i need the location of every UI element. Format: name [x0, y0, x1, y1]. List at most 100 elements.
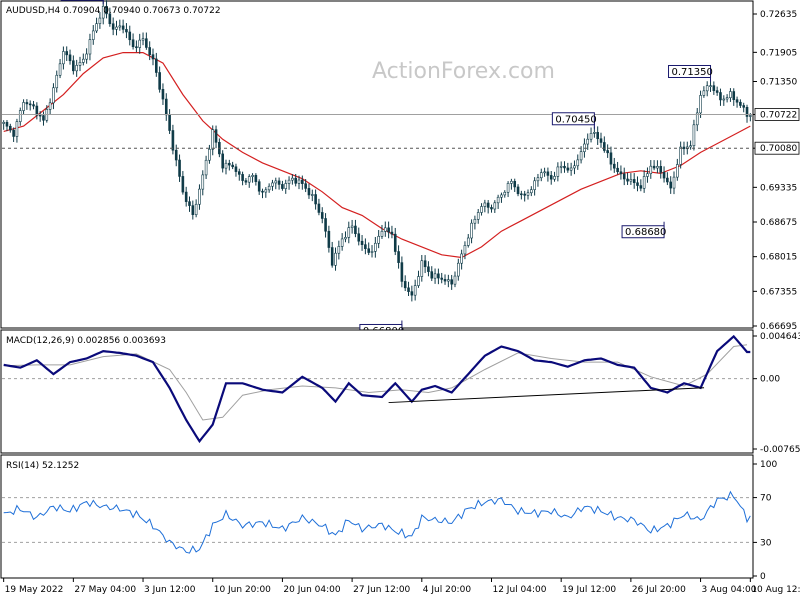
candle-body: [400, 262, 404, 282]
candle-body: [433, 273, 437, 279]
candle-body: [354, 225, 357, 235]
candle-body: [364, 244, 367, 250]
candle-body: [739, 101, 742, 106]
candle-body: [646, 173, 649, 177]
candle-body: [168, 114, 171, 131]
candle-body: [712, 85, 716, 91]
candle-body: [237, 171, 241, 175]
candle-body: [317, 203, 321, 213]
candle-body: [486, 202, 490, 208]
candle-body: [749, 115, 752, 117]
candle-body: [420, 260, 424, 277]
candle-body: [128, 31, 132, 41]
candle-body: [72, 60, 75, 72]
candle-body: [2, 122, 5, 124]
candle-body: [28, 103, 32, 106]
rsi-pane-title: RSI(14) 52.1252: [6, 461, 79, 471]
dashed-level-label-box: [754, 141, 800, 155]
candle-body: [380, 230, 384, 237]
macd-trendline: [388, 387, 705, 404]
candle-body: [241, 174, 244, 181]
candle-body: [709, 85, 712, 87]
candle-body: [460, 253, 463, 264]
candle-body: [221, 153, 224, 169]
candle-body: [251, 175, 254, 177]
x-tick-label: 19 Jul 12:00: [562, 585, 616, 595]
candle-body: [18, 110, 22, 122]
candle-body: [108, 13, 112, 25]
candle-body: [463, 245, 467, 255]
candle-body: [131, 39, 135, 48]
candle-body: [516, 186, 520, 195]
candle-body: [702, 90, 706, 96]
candle-body: [483, 202, 487, 207]
candle-body: [725, 97, 729, 100]
candle-body: [171, 130, 175, 151]
candle-body: [526, 192, 530, 196]
candle-body: [274, 180, 278, 184]
candle-body: [98, 17, 102, 24]
macd-path: [3, 334, 751, 444]
current-price-label-box: [754, 108, 800, 121]
candle-body: [523, 193, 526, 196]
price-y-tick-label: 0.68675: [760, 218, 797, 228]
candle-body: [357, 233, 361, 242]
candle-body: [82, 58, 85, 63]
candle-body: [118, 25, 122, 28]
candle-body: [715, 90, 719, 93]
candle-body: [576, 159, 580, 167]
candle-body: [58, 63, 62, 76]
candle-body: [42, 115, 45, 121]
candle-body: [370, 251, 374, 253]
candle-body: [52, 87, 55, 104]
rsi-y-tick-label: 70: [760, 494, 772, 504]
candle-body: [729, 91, 732, 99]
candle-body: [503, 191, 507, 196]
candle-body: [327, 230, 331, 248]
candle-body: [211, 129, 215, 150]
candle-body: [65, 51, 69, 56]
x-tick-label: 3 Aug 04:00: [702, 585, 757, 595]
candle-body: [8, 125, 12, 131]
candle-body: [310, 194, 314, 196]
annotation-label: 0.68680: [625, 227, 666, 238]
candle-body: [417, 276, 420, 286]
rsi-y-axis: 100 70 30 0: [753, 460, 777, 582]
candle-body: [105, 5, 108, 15]
candle-body: [470, 222, 473, 239]
candle-body: [194, 203, 198, 215]
macd-line: [3, 334, 751, 444]
x-tick-label: 10 Jun 20:00: [214, 585, 271, 595]
candle-body: [546, 171, 550, 176]
candle-body: [476, 212, 480, 220]
candle-body: [443, 279, 447, 282]
macd-pane: MACD(12,26,9) 0.002856 0.003693: [0, 329, 754, 454]
macd-y-tick-label: 0.00: [760, 375, 780, 385]
candle-body: [639, 185, 643, 189]
candle-body: [652, 165, 656, 169]
candle-body: [695, 112, 699, 126]
candle-body: [68, 54, 72, 62]
candle-body: [622, 173, 626, 180]
candle-body: [228, 162, 231, 166]
candle-body: [383, 227, 387, 232]
annotation-box: [668, 64, 712, 78]
candle-body: [161, 89, 165, 100]
candles: [2, 0, 752, 302]
candle-body: [500, 194, 503, 198]
candle-body: [254, 175, 258, 182]
candle-body: [450, 279, 453, 285]
candle-body: [390, 231, 394, 235]
candle-body: [12, 129, 15, 137]
price-y-tick-label: 0.67355: [760, 287, 797, 297]
macd-y-tick-label: -0.007653: [760, 445, 800, 455]
macd-y-axis: 0.004643 0.00 -0.007653: [753, 332, 800, 455]
candle-body: [95, 23, 98, 32]
candle-body: [297, 179, 301, 184]
candle-body: [75, 65, 78, 72]
candle-body: [271, 182, 274, 187]
candle-body: [430, 271, 434, 279]
price-y-tick-label: 0.71350: [760, 77, 797, 87]
candle-body: [148, 47, 151, 55]
